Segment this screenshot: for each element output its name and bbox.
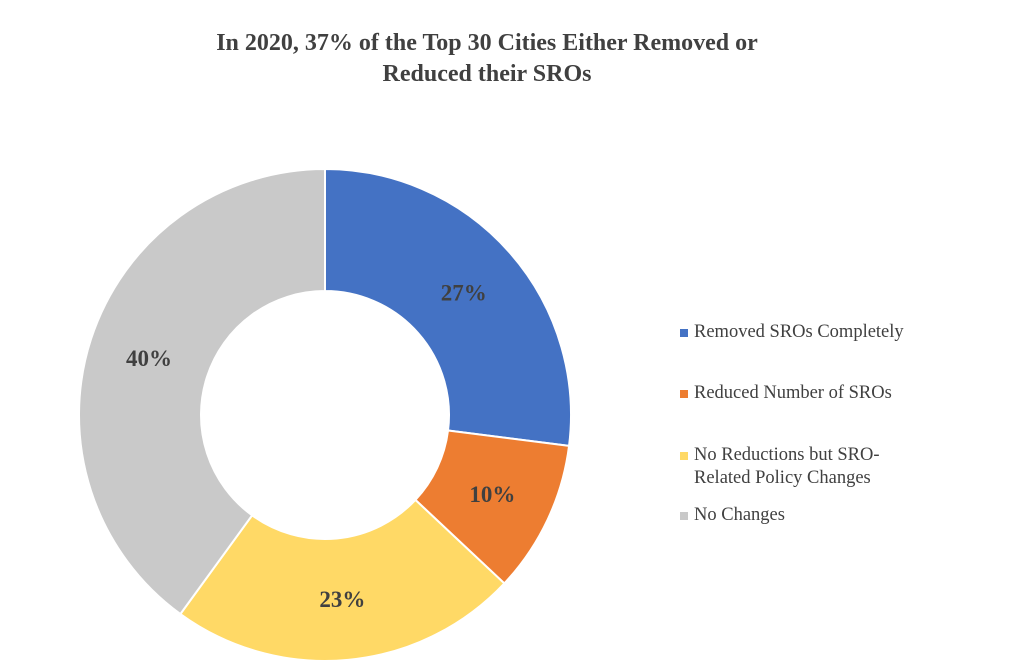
data-label-2: 10% [469,482,515,507]
legend-swatch [680,452,688,460]
data-label-4: 40% [126,346,172,371]
chart-title-line-2: Reduced their SROs [382,61,592,87]
chart-title-line-1: In 2020, 37% of the Top 30 Cities Either… [216,30,758,56]
legend-label: Removed SROs Completely [694,322,904,342]
donut-slice-4 [78,167,326,616]
legend-label: No Reductions but SRO- Related Policy Cha… [694,445,880,488]
data-label-1: 27% [441,281,487,306]
chart-title: In 2020, 37% of the Top 30 Cities Either… [0,28,974,90]
donut-slice-3 [179,498,506,662]
legend-swatch [680,390,688,398]
legend-swatch [680,512,688,520]
data-label-3: 23% [319,587,365,612]
legend-label: No Changes [694,505,785,525]
donut-slice-1 [324,167,572,447]
legend-swatch [680,329,688,337]
legend-label: Reduced Number of SROs [694,383,892,403]
